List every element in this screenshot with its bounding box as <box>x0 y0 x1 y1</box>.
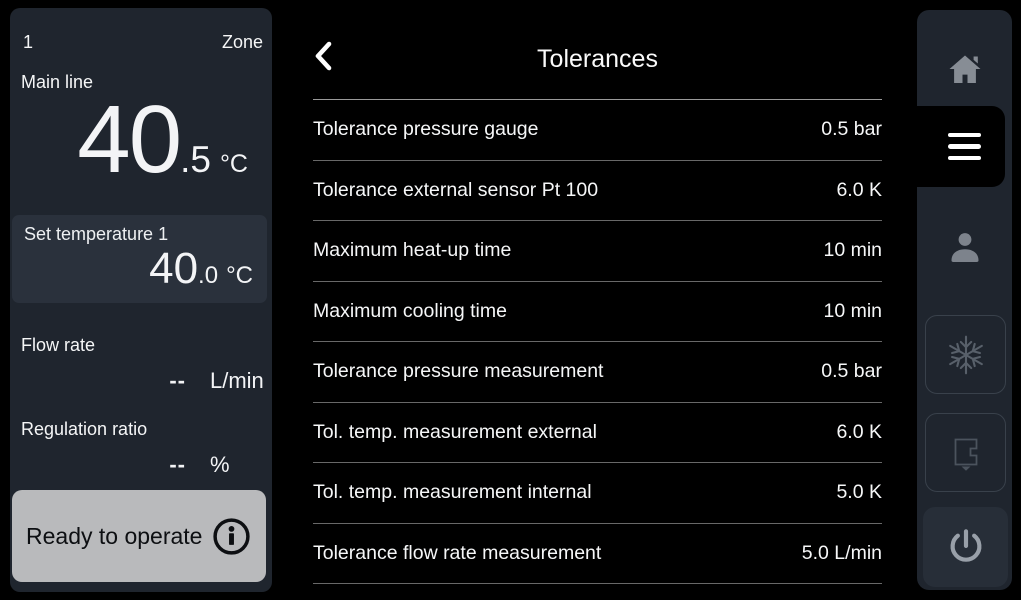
list-item[interactable]: Tol. temp. measurement internal 5.0 K <box>313 463 882 524</box>
main-temp-integer: 40 <box>77 86 182 193</box>
sidebar-item-power[interactable] <box>923 507 1008 587</box>
page-header: Tolerances <box>313 0 882 100</box>
status-text: Ready to operate <box>26 522 203 549</box>
back-button[interactable] <box>311 40 337 72</box>
mold-purge-icon <box>947 434 985 472</box>
sidebar-item-mold-purge[interactable] <box>925 413 1006 492</box>
sidebar-item-cooling[interactable] <box>925 315 1006 394</box>
flow-rate-value: -- <box>169 368 186 393</box>
row-label: Tolerance flow rate measurement <box>313 541 602 564</box>
list-item[interactable]: Maximum heat-up time 10 min <box>313 221 882 282</box>
set-temp-decimal: .0 <box>198 262 219 289</box>
user-icon <box>944 226 986 268</box>
zone-header: 1 Zone <box>23 32 263 53</box>
list-item[interactable]: Tolerance pressure measurement 0.5 bar <box>313 342 882 403</box>
main-temp-unit: °C <box>219 150 248 178</box>
regulation-ratio-value-row: -- % <box>10 452 272 478</box>
home-icon <box>945 49 985 89</box>
zone-panel: 1 Zone Main line 40 .5 °C Set temperatur… <box>10 8 272 592</box>
chevron-left-icon <box>311 40 337 72</box>
row-label: Maximum cooling time <box>313 299 507 322</box>
set-temperature-card[interactable]: Set temperature 1 40 .0 °C <box>12 215 267 303</box>
row-value: 6.0 K <box>836 420 882 443</box>
row-label: Tol. temp. measurement external <box>313 420 597 443</box>
list-item[interactable]: Tolerance flow rate measurement 5.0 L/mi… <box>313 524 882 584</box>
row-value: 10 min <box>823 239 882 262</box>
row-value: 5.0 L/min <box>801 541 882 564</box>
row-value: 5.0 K <box>836 481 882 504</box>
row-label: Tolerance external sensor Pt 100 <box>313 178 599 201</box>
main-temperature-value: 40 .5 °C <box>77 92 248 188</box>
row-label: Maximum heat-up time <box>313 239 512 262</box>
status-banner[interactable]: Ready to operate <box>12 490 266 582</box>
regulation-ratio-unit: % <box>210 452 230 477</box>
zone-label: Zone <box>221 32 263 52</box>
set-temp-unit: °C <box>226 262 253 289</box>
row-label: Tolerance pressure measurement <box>313 360 604 383</box>
main-temp-decimal: .5 <box>180 139 211 180</box>
flow-rate-label: Flow rate <box>21 335 96 355</box>
snowflake-icon <box>943 332 989 378</box>
info-icon[interactable] <box>211 516 252 557</box>
row-label: Tol. temp. measurement internal <box>313 481 592 504</box>
sidebar-item-menu[interactable] <box>899 106 1005 187</box>
zone-number: 1 <box>23 32 34 52</box>
flow-rate-unit: L/min <box>210 368 264 393</box>
power-icon <box>943 524 989 570</box>
set-temperature-label: Set temperature 1 <box>24 224 169 244</box>
tolerances-list: Tolerance pressure gauge 0.5 bar Toleran… <box>313 100 882 584</box>
row-value: 10 min <box>823 299 882 322</box>
set-temperature-value: 40 .0 °C <box>24 247 253 291</box>
regulation-ratio-label: Regulation ratio <box>21 419 148 439</box>
main-line-label: Main line <box>21 72 94 92</box>
row-label: Tolerance pressure gauge <box>313 118 539 141</box>
page-title: Tolerances <box>537 45 658 73</box>
row-value: 0.5 bar <box>821 118 882 141</box>
tolerances-page: Tolerances Tolerance pressure gauge 0.5 … <box>313 0 882 600</box>
row-value: 0.5 bar <box>821 360 882 383</box>
list-item[interactable]: Tol. temp. measurement external 6.0 K <box>313 403 882 463</box>
set-temp-integer: 40 <box>149 244 199 293</box>
list-item[interactable]: Tolerance pressure gauge 0.5 bar <box>313 100 882 161</box>
sidebar-item-user[interactable] <box>917 208 1012 286</box>
regulation-ratio-value: -- <box>169 452 186 477</box>
sidebar-item-home[interactable] <box>917 32 1012 106</box>
list-item[interactable]: Tolerance external sensor Pt 100 6.0 K <box>313 161 882 221</box>
list-item[interactable]: Maximum cooling time 10 min <box>313 282 882 342</box>
row-value: 6.0 K <box>836 178 882 201</box>
menu-icon <box>948 132 981 161</box>
sidebar <box>917 10 1012 590</box>
flow-rate-value-row: -- L/min <box>10 368 272 394</box>
